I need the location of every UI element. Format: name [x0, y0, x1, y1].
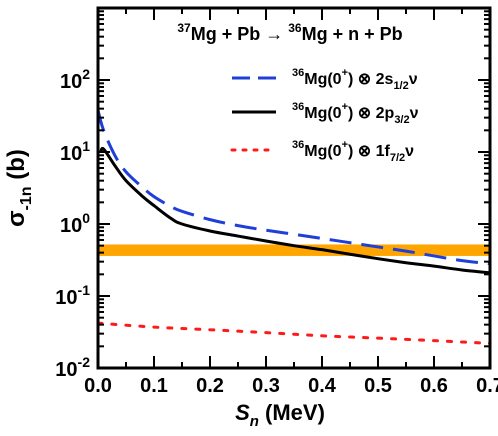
y-tick-label: 10-2 — [55, 354, 90, 381]
x-axis-title: Sn (MeV) — [235, 400, 325, 430]
tick-layer — [97, 8, 491, 369]
x-tick-label: 0.5 — [364, 375, 392, 397]
measured-cross-section-band — [98, 244, 490, 256]
y-tick-label: 102 — [60, 66, 90, 93]
legend: 36​Mg(0+​) ⊗ 2s1/2​ν 36​Mg(0+​) ⊗ 2p3/2​ν… — [230, 67, 419, 164]
x-tick-label: 0.7 — [476, 375, 498, 397]
x-tick-label: 0.6 — [420, 375, 448, 397]
measured-band-layer — [98, 244, 490, 256]
legend-label-1: 36​Mg(0+​) ⊗ 2s1/2​ν — [292, 67, 418, 92]
x-tick-label: 0.0 — [84, 375, 112, 397]
x-tick-label: 0.1 — [140, 375, 168, 397]
x-tick-labels: 0.0 0.1 0.2 0.3 0.4 0.5 0.6 0.7 — [84, 375, 498, 397]
x-tick-label: 0.4 — [308, 375, 337, 397]
series-line-2 — [99, 146, 490, 275]
x-tick-label: 0.3 — [252, 375, 280, 397]
legend-label-2: 36​Mg(0+​) ⊗ 2p3/2​ν — [292, 101, 419, 126]
x-tick-label: 0.2 — [196, 375, 224, 397]
y-tick-labels: 10-2 10-1 100 101 102 — [55, 66, 90, 381]
y-tick-label: 100 — [60, 210, 90, 237]
y-axis-title: σ-1n (b) — [3, 149, 35, 227]
y-tick-label: 101 — [60, 138, 90, 165]
legend-label-3: 36​Mg(0+​) ⊗ 1f7/2​ν — [292, 139, 414, 164]
y-tick-label: 10-1 — [55, 282, 90, 309]
series-line-1 — [98, 109, 490, 266]
series-line-3 — [98, 321, 490, 345]
chart-title: 37​Mg + Pb → 36​Mg + n + Pb — [177, 21, 402, 44]
series-layer — [98, 109, 490, 345]
